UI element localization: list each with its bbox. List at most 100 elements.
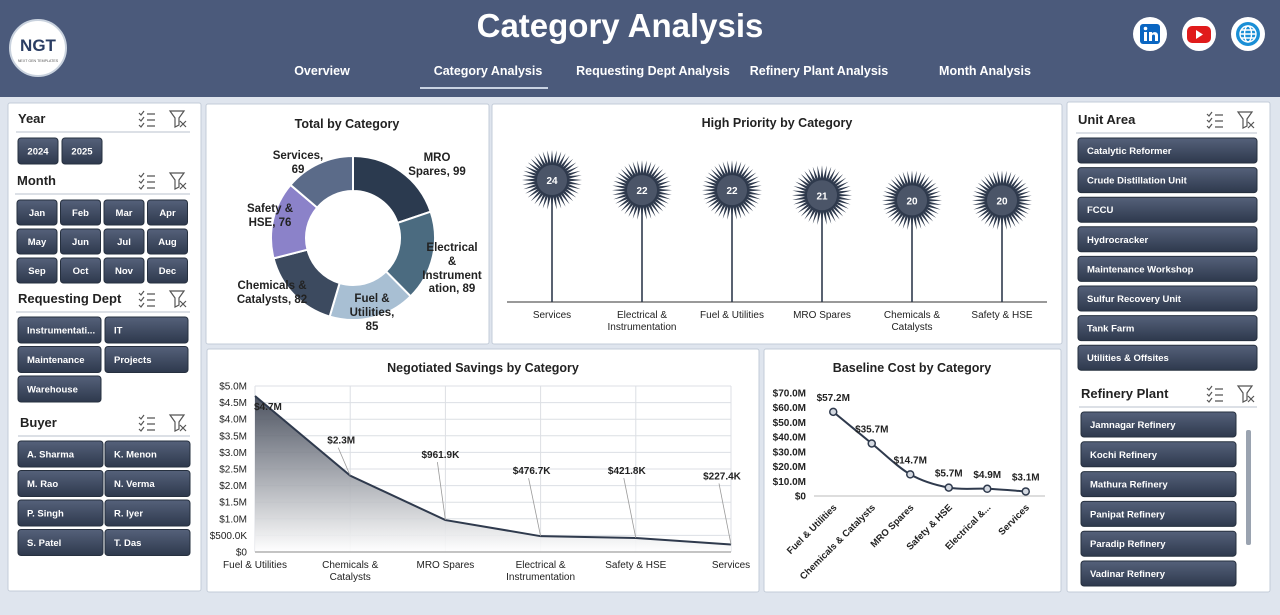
- multi-select-icon[interactable]: [138, 110, 155, 128]
- slicer-button[interactable]: [1080, 471, 1237, 498]
- slicer-button[interactable]: [1077, 255, 1258, 282]
- multi-select-icon[interactable]: [1206, 385, 1223, 403]
- social-web[interactable]: [1231, 17, 1265, 51]
- y-tick-label: $4.5M: [219, 398, 247, 409]
- header-bar: [0, 0, 1280, 97]
- nav-active-underline: [420, 87, 548, 89]
- slicer-button[interactable]: [1077, 137, 1258, 164]
- multi-select-icon[interactable]: [138, 172, 155, 190]
- slicer-button-label: K. Menon: [114, 450, 157, 461]
- slicer-button[interactable]: [1080, 500, 1237, 527]
- slicer-button[interactable]: [1077, 226, 1258, 253]
- slicer-button-label: S. Patel: [27, 538, 61, 549]
- data-label: 22: [636, 186, 648, 197]
- slicer-button[interactable]: [17, 440, 104, 468]
- slicer-button[interactable]: [1077, 315, 1258, 342]
- slicer-button[interactable]: [1080, 411, 1237, 438]
- nav-item[interactable]: Category Analysis: [434, 64, 543, 78]
- slicer-button-label: Hydrocracker: [1087, 235, 1149, 246]
- head-core: [897, 185, 927, 216]
- slicer-button[interactable]: [1080, 560, 1237, 587]
- slicer-button[interactable]: [17, 137, 59, 165]
- slicer-button-label: Tank Farm: [1087, 324, 1134, 335]
- multi-select-icon[interactable]: [1206, 111, 1223, 129]
- slicer-button[interactable]: [17, 346, 102, 373]
- slicer-button[interactable]: [104, 440, 191, 468]
- data-label: $35.7M: [855, 424, 888, 435]
- slicer-button[interactable]: [17, 499, 104, 527]
- nav-item[interactable]: Requesting Dept Analysis: [576, 64, 730, 78]
- multi-select-icon[interactable]: [138, 414, 155, 432]
- clear-filter-icon[interactable]: [168, 110, 187, 128]
- slicer-button[interactable]: [104, 499, 191, 527]
- data-label: 21: [816, 191, 828, 202]
- slicer-button[interactable]: [104, 529, 191, 556]
- slicer-button[interactable]: [1077, 167, 1258, 194]
- slicer-button-label: Crude Distillation Unit: [1087, 176, 1188, 187]
- data-label: $14.7M: [894, 455, 927, 466]
- slicer-button-label: P. Singh: [27, 509, 64, 520]
- slicer-title: Month: [17, 173, 56, 188]
- slicer-button[interactable]: [16, 257, 58, 284]
- clear-filter-icon[interactable]: [1236, 111, 1255, 129]
- slicer-button-label: IT: [114, 326, 123, 337]
- donut-slice: [289, 154, 354, 209]
- slicer-button-label: Jan: [29, 208, 46, 219]
- nav-item[interactable]: Month Analysis: [939, 64, 1031, 78]
- slicer-button[interactable]: [1080, 530, 1237, 557]
- clear-filter-icon[interactable]: [1236, 385, 1255, 403]
- slicer-title: Year: [18, 111, 45, 126]
- slicer-button[interactable]: [104, 316, 189, 344]
- clear-filter-icon[interactable]: [168, 290, 187, 308]
- y-tick-label: $2.5M: [219, 465, 247, 476]
- slicer-button[interactable]: [1077, 285, 1258, 312]
- data-label: $961.9K: [421, 450, 460, 461]
- slicer-button[interactable]: [147, 228, 188, 255]
- head-core: [717, 175, 747, 206]
- slicer-button[interactable]: [17, 375, 102, 403]
- scrollbar[interactable]: [1246, 430, 1251, 545]
- slicer-button[interactable]: [60, 199, 101, 226]
- slicer-button[interactable]: [60, 257, 101, 284]
- slicer-button[interactable]: [17, 316, 102, 344]
- slicer-button[interactable]: [16, 228, 58, 255]
- social-linkedin[interactable]: [1133, 17, 1167, 51]
- point: [906, 470, 915, 479]
- leader-line: [337, 447, 351, 476]
- slicer-button[interactable]: [147, 257, 188, 284]
- slicer-button[interactable]: [17, 470, 104, 497]
- multi-select-icon[interactable]: [138, 290, 155, 308]
- leader-line: [718, 483, 732, 545]
- slicer-button[interactable]: [147, 199, 188, 226]
- clear-filter-icon[interactable]: [168, 172, 187, 190]
- data-label: $5.7M: [935, 469, 963, 480]
- slicer-button[interactable]: [61, 137, 103, 165]
- slicer-title: Unit Area: [1078, 112, 1136, 127]
- slicer-button[interactable]: [17, 529, 104, 556]
- y-tick-label: $60.0M: [773, 403, 806, 414]
- slicer-button[interactable]: [16, 199, 58, 226]
- social-youtube[interactable]: [1182, 17, 1216, 51]
- slicer-button[interactable]: [1080, 441, 1237, 468]
- slicer-button[interactable]: [1077, 344, 1258, 371]
- nav-item[interactable]: Overview: [294, 64, 350, 78]
- slicer-button[interactable]: [103, 257, 145, 284]
- y-tick-label: $10.0M: [773, 477, 806, 488]
- slicer-button-label: Dec: [159, 266, 176, 277]
- y-tick-label: $3.0M: [219, 448, 247, 459]
- nav-item[interactable]: Refinery Plant Analysis: [750, 64, 889, 78]
- y-tick-label: $500.0K: [210, 531, 248, 542]
- slicer-button[interactable]: [60, 228, 101, 255]
- page-title: Category Analysis: [477, 7, 764, 44]
- head-core: [987, 185, 1017, 216]
- slicer-button-label: Utilities & Offsites: [1087, 353, 1169, 364]
- data-label: 22: [726, 186, 738, 197]
- slicer-button[interactable]: [104, 470, 191, 497]
- slicer-button-label: Feb: [72, 208, 89, 219]
- slicer-button[interactable]: [1077, 196, 1258, 223]
- slicer-button[interactable]: [103, 228, 145, 255]
- slicer-button[interactable]: [104, 346, 189, 373]
- slicer-button-label: T. Das: [114, 538, 141, 549]
- clear-filter-icon[interactable]: [168, 414, 187, 432]
- slicer-button[interactable]: [103, 199, 145, 226]
